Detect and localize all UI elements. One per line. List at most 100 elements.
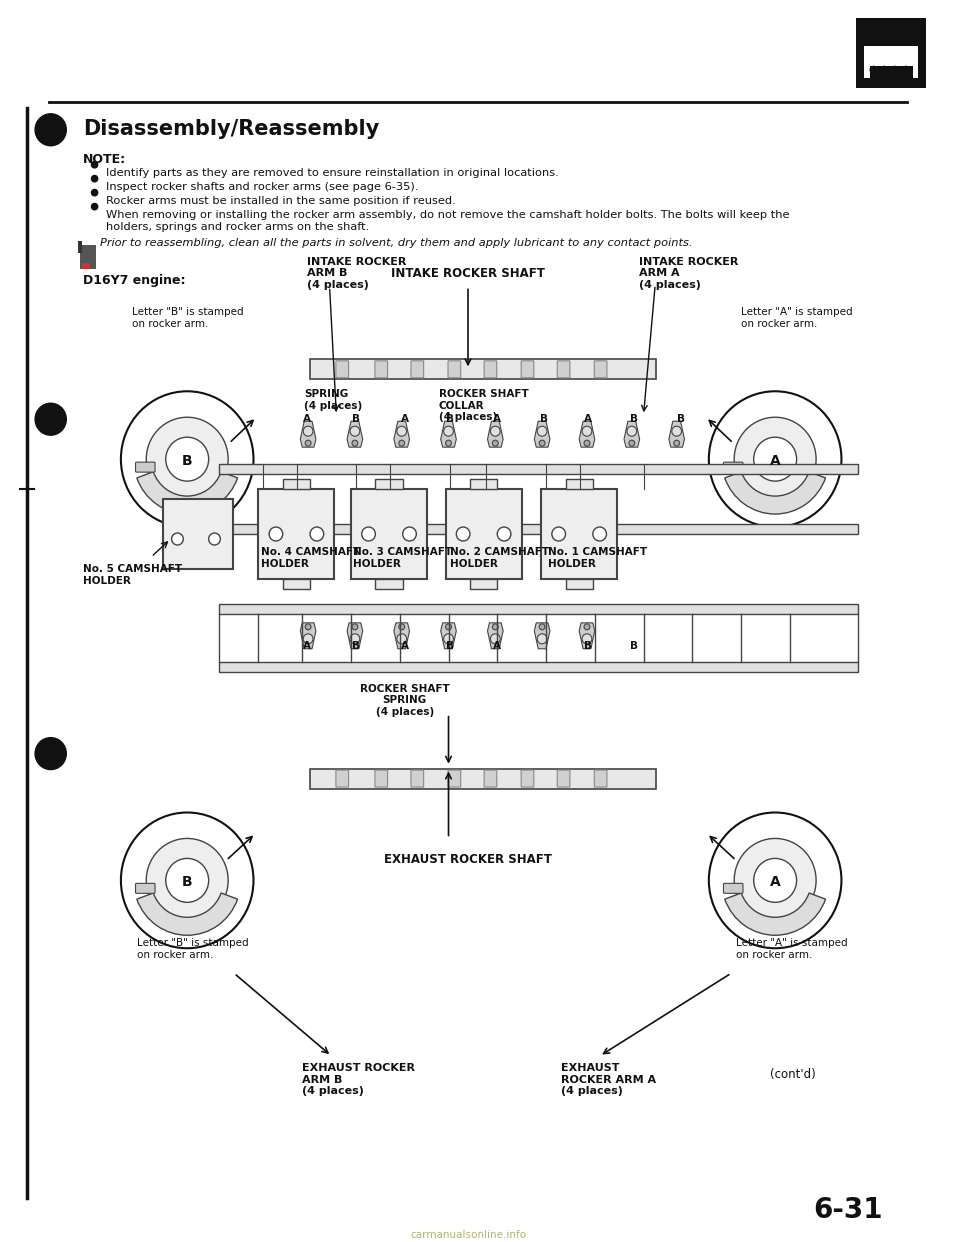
FancyBboxPatch shape bbox=[220, 465, 858, 474]
Circle shape bbox=[146, 838, 228, 923]
Circle shape bbox=[593, 527, 607, 542]
Text: A: A bbox=[400, 415, 409, 425]
FancyBboxPatch shape bbox=[864, 46, 919, 82]
Circle shape bbox=[91, 161, 98, 168]
Polygon shape bbox=[441, 622, 456, 648]
Text: A: A bbox=[493, 415, 501, 425]
Circle shape bbox=[444, 633, 453, 643]
Text: A: A bbox=[493, 641, 501, 651]
Text: ROCKER SHAFT
SPRING
(4 places): ROCKER SHAFT SPRING (4 places) bbox=[360, 684, 449, 717]
Circle shape bbox=[582, 633, 592, 643]
Text: INTAKE ROCKER
ARM A
(4 places): INTAKE ROCKER ARM A (4 places) bbox=[638, 257, 738, 289]
Text: No. 4 CAMSHAFT
HOLDER: No. 4 CAMSHAFT HOLDER bbox=[261, 546, 361, 569]
Text: EXHAUST ROCKER SHAFT: EXHAUST ROCKER SHAFT bbox=[384, 853, 552, 867]
Circle shape bbox=[445, 440, 451, 446]
Text: When removing or installing the rocker arm assembly, do not remove the camshaft : When removing or installing the rocker a… bbox=[107, 210, 790, 220]
Circle shape bbox=[36, 114, 66, 145]
FancyBboxPatch shape bbox=[448, 361, 461, 378]
FancyBboxPatch shape bbox=[220, 604, 858, 614]
Text: B: B bbox=[540, 415, 548, 425]
Text: carmanualsonline.info: carmanualsonline.info bbox=[410, 1230, 526, 1240]
Circle shape bbox=[629, 440, 635, 446]
Text: Prior to reassembling, clean all the parts in solvent, dry them and apply lubric: Prior to reassembling, clean all the par… bbox=[101, 237, 693, 247]
Circle shape bbox=[672, 426, 682, 436]
Circle shape bbox=[398, 440, 404, 446]
Polygon shape bbox=[394, 421, 410, 447]
Circle shape bbox=[91, 190, 98, 196]
Circle shape bbox=[492, 623, 498, 630]
Polygon shape bbox=[488, 622, 503, 648]
Text: B: B bbox=[181, 876, 193, 889]
FancyBboxPatch shape bbox=[135, 462, 155, 472]
FancyBboxPatch shape bbox=[336, 361, 348, 378]
Circle shape bbox=[91, 204, 98, 210]
Polygon shape bbox=[300, 622, 316, 648]
Polygon shape bbox=[394, 622, 410, 648]
Circle shape bbox=[584, 440, 589, 446]
Circle shape bbox=[172, 533, 183, 545]
Text: B: B bbox=[352, 641, 360, 651]
Text: B: B bbox=[630, 641, 637, 651]
FancyBboxPatch shape bbox=[78, 241, 82, 252]
Text: No. 1 CAMSHAFT
HOLDER: No. 1 CAMSHAFT HOLDER bbox=[548, 546, 647, 569]
FancyBboxPatch shape bbox=[864, 78, 919, 84]
Text: Inspect rocker shafts and rocker arms (see page 6-35).: Inspect rocker shafts and rocker arms (s… bbox=[107, 181, 419, 191]
Polygon shape bbox=[535, 421, 550, 447]
Circle shape bbox=[708, 812, 842, 948]
Circle shape bbox=[121, 391, 253, 527]
Circle shape bbox=[540, 623, 545, 630]
FancyBboxPatch shape bbox=[557, 361, 570, 378]
FancyBboxPatch shape bbox=[565, 479, 593, 489]
Text: B: B bbox=[677, 415, 684, 425]
Text: A: A bbox=[303, 641, 311, 651]
Circle shape bbox=[396, 426, 407, 436]
FancyBboxPatch shape bbox=[310, 769, 657, 789]
Polygon shape bbox=[348, 622, 363, 648]
Text: No. 3 CAMSHAFT
HOLDER: No. 3 CAMSHAFT HOLDER bbox=[353, 546, 452, 569]
Polygon shape bbox=[669, 421, 684, 447]
Polygon shape bbox=[488, 421, 503, 447]
FancyBboxPatch shape bbox=[375, 361, 388, 378]
FancyBboxPatch shape bbox=[724, 462, 743, 472]
FancyBboxPatch shape bbox=[80, 245, 96, 268]
Circle shape bbox=[540, 440, 545, 446]
Circle shape bbox=[881, 66, 888, 73]
Polygon shape bbox=[624, 421, 639, 447]
Text: INTAKE ROCKER
ARM B
(4 places): INTAKE ROCKER ARM B (4 places) bbox=[307, 257, 406, 289]
Circle shape bbox=[146, 417, 228, 501]
Polygon shape bbox=[535, 622, 550, 648]
Circle shape bbox=[398, 623, 404, 630]
Polygon shape bbox=[348, 421, 363, 447]
Circle shape bbox=[445, 623, 451, 630]
Polygon shape bbox=[579, 421, 595, 447]
Circle shape bbox=[627, 426, 636, 436]
Circle shape bbox=[674, 440, 680, 446]
Text: Disassembly/Reassembly: Disassembly/Reassembly bbox=[83, 119, 379, 139]
Circle shape bbox=[734, 838, 816, 923]
FancyBboxPatch shape bbox=[163, 499, 233, 569]
Circle shape bbox=[269, 527, 283, 542]
Circle shape bbox=[708, 391, 842, 527]
Circle shape bbox=[352, 623, 358, 630]
Circle shape bbox=[36, 738, 66, 770]
Text: Identify parts as they are removed to ensure reinstallation in original location: Identify parts as they are removed to en… bbox=[107, 168, 559, 178]
Text: B: B bbox=[352, 415, 360, 425]
Text: No. 2 CAMSHAFT
HOLDER: No. 2 CAMSHAFT HOLDER bbox=[450, 546, 549, 569]
Wedge shape bbox=[725, 472, 826, 514]
Circle shape bbox=[303, 426, 313, 436]
Text: INTAKE ROCKER SHAFT: INTAKE ROCKER SHAFT bbox=[391, 267, 545, 279]
FancyBboxPatch shape bbox=[258, 489, 334, 579]
Circle shape bbox=[352, 440, 358, 446]
Circle shape bbox=[456, 527, 470, 542]
Text: No. 5 CAMSHAFT
HOLDER: No. 5 CAMSHAFT HOLDER bbox=[83, 564, 182, 585]
Circle shape bbox=[444, 426, 453, 436]
FancyBboxPatch shape bbox=[375, 579, 402, 589]
Circle shape bbox=[350, 426, 360, 436]
FancyBboxPatch shape bbox=[521, 770, 534, 787]
Text: D16Y7 engine:: D16Y7 engine: bbox=[83, 274, 185, 287]
FancyBboxPatch shape bbox=[445, 489, 521, 579]
Circle shape bbox=[310, 527, 324, 542]
Circle shape bbox=[36, 404, 66, 435]
FancyBboxPatch shape bbox=[521, 361, 534, 378]
Text: A: A bbox=[303, 415, 311, 425]
